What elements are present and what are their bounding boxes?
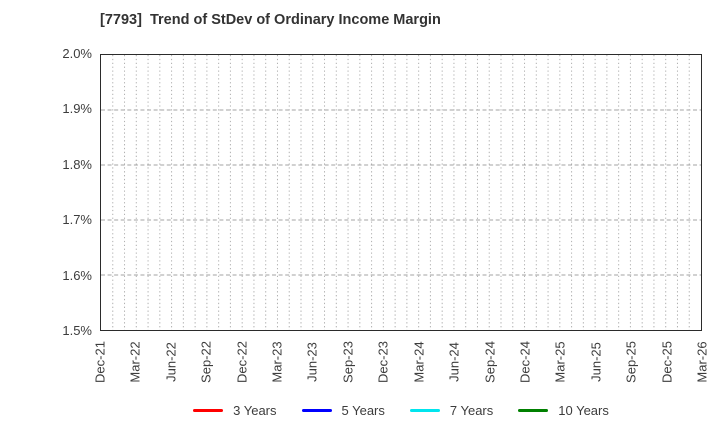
legend-item-10-years: 10 Years [518,403,609,418]
legend-line-icon [409,409,440,412]
x-tick-label: Jun-22 [163,342,179,382]
x-tick-label: Mar-22 [127,341,143,383]
chart-title: [7793] Trend of StDev of Ordinary Income… [100,12,441,28]
x-tick-label: Mar-25 [552,341,568,383]
legend-label: 7 Years [449,403,494,418]
x-tick-label: Sep-22 [198,341,214,383]
y-tick-label: 1.6% [62,267,92,283]
x-tick-label: Dec-22 [234,341,250,383]
y-tick-label: 2.0% [62,46,92,61]
y-tick-label: 1.9% [62,101,92,117]
x-tick-label: Jun-24 [446,342,462,382]
legend-line-icon [518,409,549,412]
y-tick-label: 1.8% [62,156,92,172]
x-tick-label: Dec-25 [659,341,675,383]
plot-area [100,54,702,331]
x-tick-label: Sep-25 [623,341,639,383]
grid-svg [101,55,701,330]
legend-label: 5 Years [341,403,385,418]
x-tick-label: Mar-23 [269,341,285,383]
x-tick-label: Sep-23 [340,341,356,383]
legend-line-icon [301,409,332,412]
x-tick-label: Dec-24 [517,341,533,383]
x-tick-label: Dec-21 [92,341,108,383]
legend-item-5-years: 5 Years [301,403,385,418]
x-tick-label: Dec-23 [375,341,391,383]
x-tick-label: Jun-25 [588,342,604,382]
legend-line-icon [193,409,224,412]
legend: 3 Years 5 Years 7 Years 10 Years [100,403,702,418]
x-tick-label: Sep-24 [482,341,498,383]
legend-item-3-years: 3 Years [193,403,277,418]
x-tick-label: Jun-23 [304,342,320,382]
x-tick-label: Mar-24 [411,341,427,383]
y-tick-label: 1.5% [62,323,92,338]
legend-label: 3 Years [233,403,277,418]
legend-item-7-years: 7 Years [409,403,494,418]
legend-label: 10 Years [558,403,609,418]
y-tick-label: 1.7% [62,212,92,228]
x-tick-label: Mar-26 [694,341,710,383]
